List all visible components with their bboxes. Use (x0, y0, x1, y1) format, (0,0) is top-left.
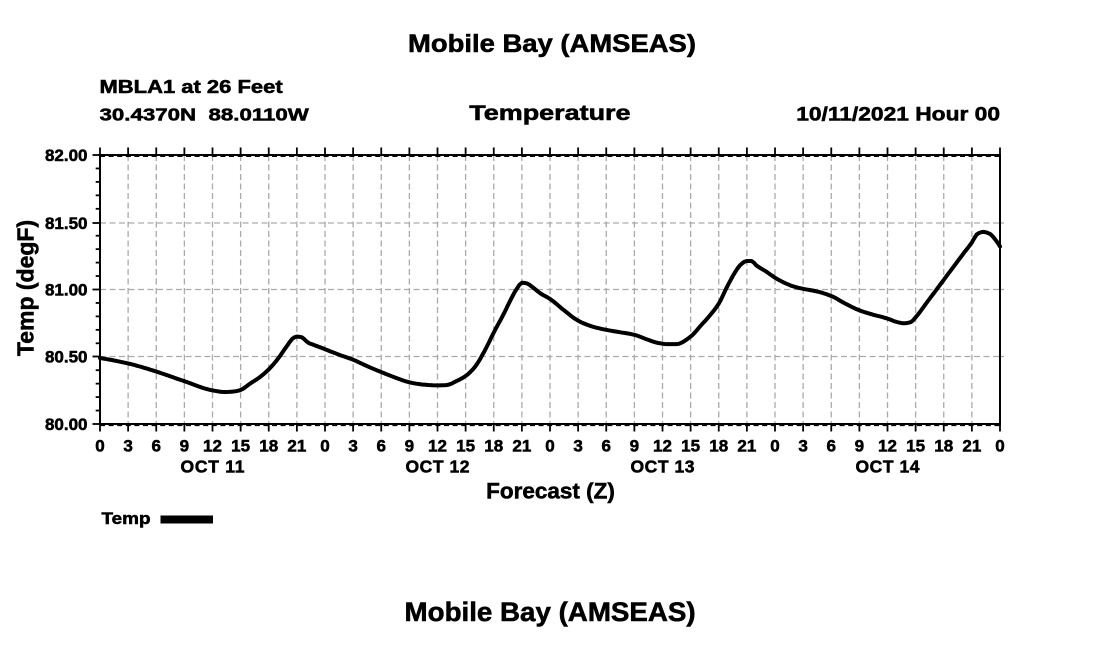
svg-text:15: 15 (231, 437, 250, 456)
svg-text:81.50: 81.50 (45, 214, 88, 233)
svg-text:18: 18 (484, 437, 503, 456)
svg-text:Mobile Bay (AMSEAS): Mobile Bay (AMSEAS) (408, 29, 696, 58)
svg-text:6: 6 (602, 437, 611, 456)
svg-text:OCT 13: OCT 13 (631, 457, 695, 477)
svg-text:30.4370N 88.0110W: 30.4370N 88.0110W (100, 105, 310, 125)
svg-text:18: 18 (709, 437, 728, 456)
svg-text:6: 6 (152, 437, 161, 456)
svg-text:18: 18 (934, 437, 953, 456)
svg-text:15: 15 (681, 437, 700, 456)
svg-text:6: 6 (377, 437, 386, 456)
svg-text:12: 12 (878, 437, 897, 456)
svg-text:9: 9 (630, 437, 639, 456)
svg-text:0: 0 (320, 437, 329, 456)
svg-text:OCT 11: OCT 11 (181, 457, 245, 477)
svg-text:9: 9 (180, 437, 189, 456)
svg-text:21: 21 (287, 437, 306, 456)
svg-text:18: 18 (259, 437, 278, 456)
svg-text:Temp (degF): Temp (degF) (13, 220, 39, 356)
svg-text:Temperature: Temperature (469, 102, 630, 125)
svg-text:Temp: Temp (102, 509, 151, 528)
svg-text:3: 3 (123, 437, 132, 456)
svg-text:80.00: 80.00 (45, 415, 88, 434)
svg-text:9: 9 (855, 437, 864, 456)
svg-text:15: 15 (906, 437, 925, 456)
svg-text:0: 0 (95, 437, 104, 456)
svg-text:MBLA1 at 26 Feet: MBLA1 at 26 Feet (100, 78, 283, 98)
svg-text:3: 3 (573, 437, 582, 456)
svg-text:15: 15 (456, 437, 475, 456)
svg-text:0: 0 (545, 437, 554, 456)
svg-text:0: 0 (770, 437, 779, 456)
svg-text:OCT 12: OCT 12 (406, 457, 470, 477)
svg-text:21: 21 (737, 437, 756, 456)
svg-text:3: 3 (348, 437, 357, 456)
svg-text:6: 6 (827, 437, 836, 456)
svg-text:80.50: 80.50 (45, 348, 88, 367)
svg-text:21: 21 (512, 437, 531, 456)
svg-text:12: 12 (203, 437, 222, 456)
svg-text:0: 0 (995, 437, 1004, 456)
svg-text:9: 9 (405, 437, 414, 456)
svg-text:21: 21 (962, 437, 981, 456)
svg-text:OCT 14: OCT 14 (856, 457, 920, 477)
svg-text:Forecast (Z): Forecast (Z) (486, 479, 615, 504)
svg-text:81.00: 81.00 (45, 281, 88, 300)
svg-text:10/11/2021 Hour 00: 10/11/2021 Hour 00 (796, 104, 1000, 125)
svg-text:12: 12 (428, 437, 447, 456)
svg-text:3: 3 (798, 437, 807, 456)
svg-text:Mobile Bay (AMSEAS): Mobile Bay (AMSEAS) (405, 596, 696, 626)
svg-text:82.00: 82.00 (45, 146, 88, 165)
svg-text:12: 12 (653, 437, 672, 456)
